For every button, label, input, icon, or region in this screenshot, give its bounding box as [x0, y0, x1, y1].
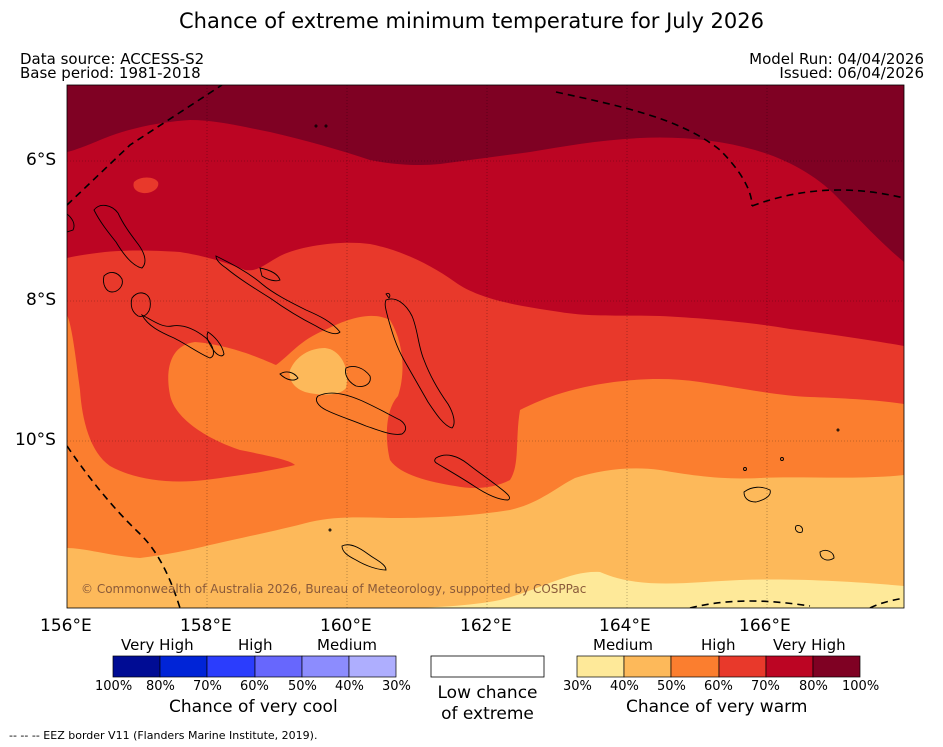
warm-legend-tick: 80% [799, 679, 828, 694]
lon-label: 166°E [739, 616, 791, 636]
contour-blob [133, 177, 159, 194]
data-source-label: Data source: ACCESS-S2 [20, 50, 205, 68]
cool-swatch-40-30 [348, 655, 397, 678]
model-run-label: Model Run: 04/04/2026 [749, 50, 924, 68]
warm-legend-tick: 30% [563, 679, 592, 694]
lat-label: 10°S [15, 430, 56, 450]
cool-legend-tick: 50% [288, 679, 317, 694]
cool-swatch-80-70 [159, 655, 208, 678]
cool-legend-tick: 80% [146, 679, 175, 694]
lon-label: 158°E [180, 616, 232, 636]
issued-date-label: Issued: 06/04/2026 [779, 64, 924, 82]
cool-legend-header: Medium [317, 636, 377, 654]
cool-swatch-60-50 [254, 655, 303, 678]
warm-legend-tick: 50% [657, 679, 686, 694]
warm-swatch-40-50 [623, 655, 672, 678]
warm-swatch-50-60 [670, 655, 720, 678]
neutral-swatch [430, 655, 545, 678]
copyright-notice: © Commonwealth of Australia 2026, Bureau… [81, 582, 587, 596]
warm-swatch-80-100 [812, 655, 861, 678]
cool-colorbar [112, 655, 397, 678]
map-frame [66, 84, 905, 609]
warm-legend-tick: 60% [704, 679, 733, 694]
warm-legend-header: Very High [773, 636, 846, 654]
graticule [67, 85, 904, 608]
warm-legend-tick: 100% [842, 679, 880, 694]
warm-colorbar [576, 655, 861, 678]
warm-swatch-70-80 [765, 655, 814, 678]
contour-80-100 [67, 85, 904, 262]
lon-label: 164°E [599, 616, 651, 636]
cool-legend-tick: 70% [193, 679, 222, 694]
warm-legend-header: High [701, 636, 736, 654]
chart-title: Chance of extreme minimum temperature fo… [178, 9, 764, 33]
warm-swatch-60-70 [718, 655, 767, 678]
neutral-legend-caption: Low chance [437, 683, 538, 703]
cool-legend-tick: 30% [382, 679, 411, 694]
lon-label: 160°E [320, 616, 372, 636]
warm-legend-tick: 40% [610, 679, 639, 694]
cool-legend-header: Very High [121, 636, 194, 654]
warm-legend-tick: 70% [751, 679, 780, 694]
warm-swatch-30-40 [576, 655, 625, 678]
probability-contours [67, 85, 904, 608]
lat-label: 6°S [26, 150, 57, 170]
lon-label: 162°E [460, 616, 512, 636]
cool-legend-tick: 100% [95, 679, 133, 694]
eez-borders [67, 85, 904, 608]
lon-label: 156°E [40, 616, 92, 636]
contour-pocket [289, 348, 348, 395]
eez-footnote: -- -- -- EEZ border V11 (Flanders Marine… [9, 729, 318, 742]
lat-label: 8°S [26, 290, 57, 310]
cool-swatch-70-60 [206, 655, 256, 678]
warm-legend-caption: Chance of very warm [626, 697, 808, 717]
contour-70-80 [67, 85, 904, 346]
cool-legend-caption: Chance of very cool [169, 697, 338, 717]
warm-legend-header: Medium [593, 636, 653, 654]
cool-swatch-100-80 [112, 655, 161, 678]
neutral-legend-caption: of extreme [441, 704, 534, 724]
islands [67, 124, 840, 571]
cool-legend-tick: 40% [335, 679, 364, 694]
base-period-label: Base period: 1981-2018 [20, 64, 201, 82]
cool-legend-tick: 60% [240, 679, 269, 694]
cool-swatch-50-40 [301, 655, 350, 678]
cool-legend-header: High [238, 636, 273, 654]
